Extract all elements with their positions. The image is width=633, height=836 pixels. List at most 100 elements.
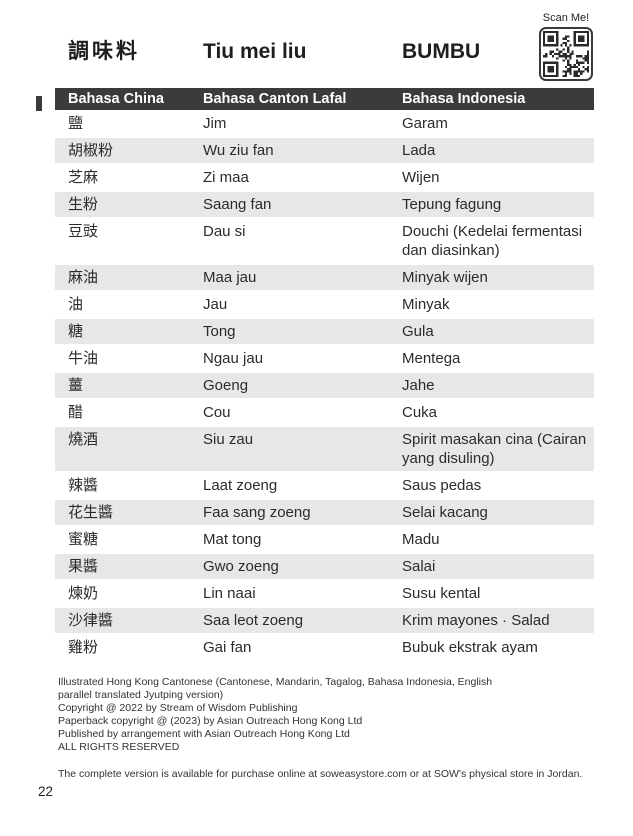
cell-chinese: 麻油 [68, 269, 99, 286]
scan-me-label: Scan Me! [542, 12, 590, 24]
cell-canton: Lin naai [203, 585, 256, 602]
cell-indonesia: Susu kental [402, 585, 481, 602]
table-header-row: Bahasa China Bahasa Canton Lafal Bahasa … [55, 88, 594, 110]
column-header-china: Bahasa China [68, 91, 164, 107]
cell-canton: Goeng [203, 377, 249, 394]
cell-indonesia: Madu [402, 531, 440, 548]
copyright-line: Illustrated Hong Kong Cantonese (Cantone… [58, 676, 493, 688]
cell-canton: Tong [203, 323, 236, 340]
page-title-row: 調味料 Tiu mei liu BUMBU [55, 40, 594, 64]
cell-indonesia: Garam [402, 115, 448, 132]
column-header-indonesia: Bahasa Indonesia [402, 91, 526, 107]
table-row: 果醬 Gwo zoeng Salai [55, 554, 594, 579]
column-header-canton: Bahasa Canton Lafal [203, 91, 347, 107]
copyright-line: Paperback copyright @ (2023) by Asian Ou… [58, 714, 363, 727]
cell-canton: Jau [203, 296, 228, 313]
table-row: 辣醬 Laat zoeng Saus pedas [55, 473, 594, 498]
cell-indonesia: Spirit masakan cina (Cairan yang disulin… [402, 431, 587, 467]
cell-canton: Gwo zoeng [203, 558, 279, 575]
cell-canton: Wu ziu fan [203, 142, 274, 159]
cell-indonesia: Krim mayones · Salad [402, 612, 550, 629]
cell-canton: Dau si [203, 223, 246, 240]
cell-indonesia: Mentega [402, 350, 461, 367]
cell-chinese: 牛油 [68, 350, 99, 367]
table-row: 醋 Cou Cuka [55, 400, 594, 425]
vocab-table: Bahasa China Bahasa Canton Lafal Bahasa … [55, 88, 594, 662]
page-title-chinese: 調味料 [68, 40, 140, 63]
table-row: 胡椒粉 Wu ziu fan Lada [55, 138, 594, 163]
cell-indonesia: Saus pedas [402, 477, 482, 494]
cell-chinese: 豆豉 [68, 223, 99, 240]
cell-canton: Faa sang zoeng [203, 504, 311, 521]
cell-chinese: 糖 [68, 323, 84, 340]
copyright-line: parallel translated Jyutping version) [58, 688, 224, 701]
table-row: 煉奶 Lin naai Susu kental [55, 581, 594, 606]
copyright-line: Copyright @ 2022 by Stream of Wisdom Pub… [58, 701, 298, 714]
cell-indonesia: Lada [402, 142, 436, 159]
cell-chinese: 油 [68, 296, 84, 313]
cell-canton: Ngau jau [203, 350, 264, 367]
cell-chinese: 燒酒 [68, 431, 99, 448]
cell-canton: Cou [203, 404, 231, 421]
table-row: 鹽 Jim Garam [55, 111, 594, 136]
cell-indonesia: Cuka [402, 404, 438, 421]
table-row: 芝麻 Zi maa Wijen [55, 165, 594, 190]
cell-indonesia: Gula [402, 323, 434, 340]
cell-chinese: 雞粉 [68, 639, 99, 656]
cell-indonesia: Wijen [402, 169, 440, 186]
cell-indonesia: Jahe [402, 377, 435, 394]
cell-canton: Zi maa [203, 169, 249, 186]
scan-me-block: Scan Me! [535, 12, 597, 81]
table-row: 麻油 Maa jau Minyak wijen [55, 265, 594, 290]
cell-chinese: 薑 [68, 377, 84, 394]
table-body: 鹽 Jim Garam 胡椒粉 Wu ziu fan Lada 芝麻 Zi maa Wijen 生… [55, 111, 594, 660]
table-row: 花生醬 Faa sang zoeng Selai kacang [55, 500, 594, 525]
table-row: 糖 Tong Gula [55, 319, 594, 344]
page-number: 22 [38, 784, 54, 799]
table-row: 豆豉 Dau si Douchi (Kedelai fermentasi dan d… [55, 219, 594, 263]
cell-chinese: 醋 [68, 404, 84, 421]
cell-chinese: 花生醬 [68, 504, 114, 521]
cell-canton: Siu zau [203, 431, 254, 448]
copyright-block: Illustrated Hong Kong Cantonese (Cantone… [58, 676, 492, 753]
page-title-indonesian: BUMBU [402, 40, 481, 63]
table-row: 燒酒 Siu zau Spirit masakan cina (Cairan yan… [55, 427, 594, 471]
page-edge-mark [36, 96, 42, 111]
copyright-line: Published by arrangement with Asian Outr… [58, 727, 350, 740]
cell-canton: Gai fan [203, 639, 252, 656]
cell-indonesia: Salai [402, 558, 436, 575]
cell-chinese: 果醬 [68, 558, 99, 575]
cell-canton: Maa jau [203, 269, 257, 286]
cell-chinese: 胡椒粉 [68, 142, 114, 159]
cell-chinese: 生粉 [68, 196, 99, 213]
cell-chinese: 煉奶 [68, 585, 99, 602]
cell-canton: Saang fan [203, 196, 272, 213]
table-row: 油 Jau Minyak [55, 292, 594, 317]
table-row: 雞粉 Gai fan Bubuk ekstrak ayam [55, 635, 594, 660]
table-row: 生粉 Saang fan Tepung fagung [55, 192, 594, 217]
cell-indonesia: Selai kacang [402, 504, 488, 521]
table-row: 沙律醬 Saa leot zoeng Krim mayones · Salad [55, 608, 594, 633]
table-row: 蜜糖 Mat tong Madu [55, 527, 594, 552]
cell-chinese: 沙律醬 [68, 612, 114, 629]
cell-chinese: 辣醬 [68, 477, 99, 494]
page-title-cantonese: Tiu mei liu [203, 40, 307, 63]
qr-code [539, 27, 593, 81]
qr-code-icon [543, 31, 589, 77]
cell-indonesia: Tepung fagung [402, 196, 502, 213]
cell-indonesia: Bubuk ekstrak ayam [402, 639, 538, 656]
cell-indonesia: Minyak wijen [402, 269, 488, 286]
cell-chinese: 鹽 [68, 115, 84, 132]
cell-canton: Saa leot zoeng [203, 612, 304, 629]
cell-indonesia: Douchi (Kedelai fermentasi dan diasinkan… [402, 223, 583, 259]
cell-canton: Laat zoeng [203, 477, 278, 494]
table-row: 薑 Goeng Jahe [55, 373, 594, 398]
cell-canton: Mat tong [203, 531, 262, 548]
cell-canton: Jim [203, 115, 227, 132]
table-row: 牛油 Ngau jau Mentega [55, 346, 594, 371]
availability-note: The complete version is available for pu… [58, 768, 583, 780]
cell-chinese: 芝麻 [68, 169, 99, 186]
cell-chinese: 蜜糖 [68, 531, 99, 548]
cell-indonesia: Minyak [402, 296, 450, 313]
copyright-line: ALL RIGHTS RESERVED [58, 740, 180, 753]
